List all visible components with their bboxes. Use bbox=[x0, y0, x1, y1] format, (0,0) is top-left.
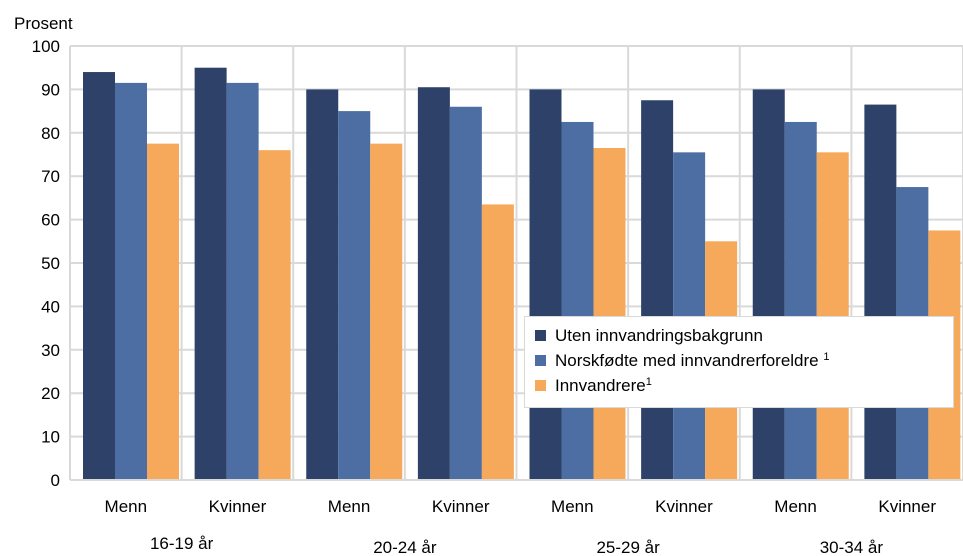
bar-series-2-cat-2 bbox=[226, 82, 259, 480]
x-tick-label: Kvinner bbox=[209, 497, 267, 516]
bar-series-3-cat-5 bbox=[593, 147, 626, 481]
y-tick-label: 20 bbox=[41, 384, 60, 403]
x-group-label: 20-24 år bbox=[373, 538, 437, 556]
legend: Uten innvandringsbakgrunn Norskfødte med… bbox=[524, 316, 954, 408]
axes: 0 10 20 30 40 50 60 70 80 90 100 Menn Kvinner Menn Kvi… bbox=[32, 37, 963, 556]
bar-series-1-cat-1 bbox=[83, 72, 115, 480]
bar-series-2-cat-5 bbox=[561, 121, 594, 480]
y-tick-label: 100 bbox=[32, 37, 60, 56]
x-group-label: 25-29 år bbox=[596, 538, 660, 556]
bar-series-1-cat-5 bbox=[529, 89, 562, 481]
legend-label-series-3: Innvandrere1 bbox=[555, 375, 652, 395]
bar-series-3-cat-1 bbox=[147, 143, 179, 480]
x-group-label: 16-19 år bbox=[150, 534, 214, 553]
bar-series-3-cat-2 bbox=[258, 150, 291, 480]
bar-series-1-cat-2 bbox=[194, 67, 227, 480]
legend-item-series-3: Innvandrere1 bbox=[535, 373, 953, 398]
bar-series-1-cat-3 bbox=[306, 89, 339, 481]
bar-series-1-cat-4 bbox=[417, 87, 450, 480]
legend-item-series-2: Norskfødte med innvandrerforeldre 1 bbox=[535, 348, 953, 373]
y-tick-label: 10 bbox=[41, 428, 60, 447]
y-tick-label: 60 bbox=[41, 211, 60, 230]
legend-item-series-1: Uten innvandringsbakgrunn bbox=[535, 323, 953, 348]
x-tick-label: Kvinner bbox=[432, 497, 490, 516]
x-tick-label: Menn bbox=[774, 497, 817, 516]
bar-series-1-cat-6 bbox=[641, 100, 674, 480]
bar-series-2-cat-4 bbox=[449, 106, 482, 480]
legend-swatch-series-3 bbox=[535, 380, 546, 391]
y-tick-label: 90 bbox=[41, 80, 60, 99]
y-tick-label: 70 bbox=[41, 167, 60, 186]
x-tick-label: Menn bbox=[328, 497, 371, 516]
legend-swatch-series-1 bbox=[535, 330, 546, 341]
x-tick-label: Menn bbox=[551, 497, 594, 516]
y-tick-label: 80 bbox=[41, 124, 60, 143]
legend-label-series-2: Norskfødte med innvandrerforeldre 1 bbox=[555, 350, 830, 370]
x-tick-label: Kvinner bbox=[878, 497, 936, 516]
legend-swatch-series-2 bbox=[535, 355, 546, 366]
bar-series-1-cat-8 bbox=[864, 104, 897, 480]
x-tick-label: Menn bbox=[105, 497, 148, 516]
y-tick-label: 50 bbox=[41, 254, 60, 273]
bar-series-2-cat-3 bbox=[338, 111, 371, 480]
bar-series-1-cat-7 bbox=[752, 89, 785, 481]
y-tick-label: 40 bbox=[41, 297, 60, 316]
x-group-label: 30-34 år bbox=[820, 538, 884, 556]
y-tick-label: 30 bbox=[41, 341, 60, 360]
x-tick-label: Kvinner bbox=[655, 497, 713, 516]
bar-series-2-cat-1 bbox=[115, 82, 147, 480]
bars bbox=[83, 67, 961, 481]
bar-series-3-cat-4 bbox=[481, 204, 514, 480]
y-tick-label: 0 bbox=[51, 471, 60, 490]
bar-series-3-cat-3 bbox=[370, 143, 403, 480]
legend-label-series-1: Uten innvandringsbakgrunn bbox=[555, 325, 763, 345]
y-axis-title: Prosent bbox=[14, 14, 73, 33]
bar-series-2-cat-7 bbox=[784, 121, 817, 480]
